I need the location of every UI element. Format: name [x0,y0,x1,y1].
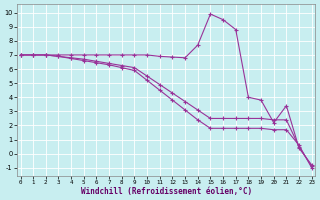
X-axis label: Windchill (Refroidissement éolien,°C): Windchill (Refroidissement éolien,°C) [81,187,252,196]
